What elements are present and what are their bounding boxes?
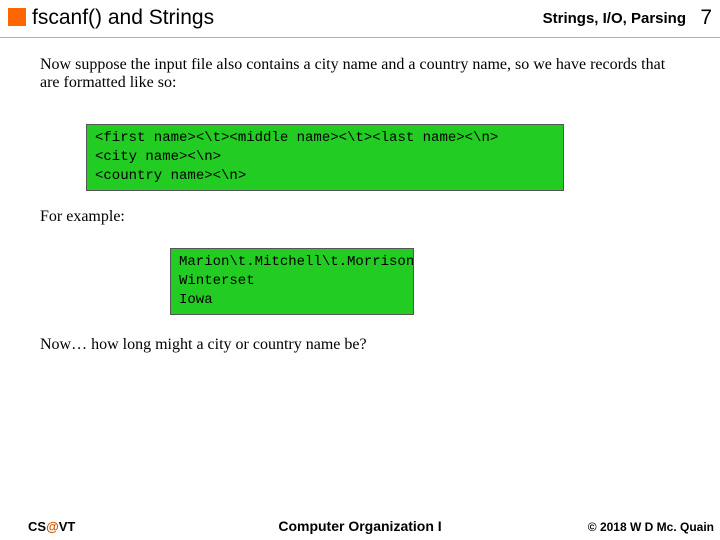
example-label: For example:	[0, 208, 720, 226]
footer-course: Computer Organization I	[278, 518, 441, 534]
slide-title: fscanf() and Strings	[32, 6, 214, 30]
accent-square-icon	[8, 8, 26, 26]
intro-paragraph: Now suppose the input file also contains…	[0, 56, 720, 92]
footer: CS@VT Computer Organization I © 2018 W D…	[0, 512, 720, 534]
footer-at: @	[46, 519, 59, 534]
format-spec-box: <first name><\t><middle name><\t><last n…	[86, 124, 564, 191]
footer-vt: VT	[59, 519, 76, 534]
section-title: Strings, I/O, Parsing	[543, 10, 686, 27]
footer-cs: CS	[28, 519, 46, 534]
page-number: 7	[700, 6, 712, 30]
question-paragraph: Now… how long might a city or country na…	[0, 336, 720, 354]
example-data-box: Marion\t.Mitchell\t.Morrison Winterset I…	[170, 248, 414, 315]
header: fscanf() and Strings Strings, I/O, Parsi…	[0, 0, 720, 38]
footer-copyright: © 2018 W D Mc. Quain	[588, 520, 714, 534]
footer-org: CS@VT	[28, 519, 75, 534]
slide: fscanf() and Strings Strings, I/O, Parsi…	[0, 0, 720, 540]
